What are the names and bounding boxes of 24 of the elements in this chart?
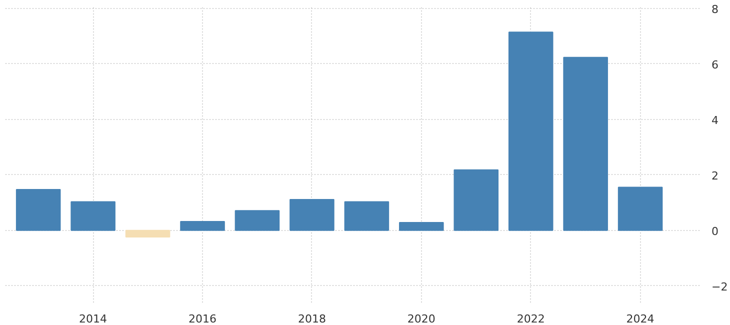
y-tick-label: 6 <box>712 58 718 72</box>
bar <box>454 169 499 231</box>
bar <box>180 220 225 231</box>
bar <box>16 189 61 231</box>
x-tick-label: 2018 <box>298 312 326 325</box>
bar <box>563 56 608 231</box>
x-tick-label: 2024 <box>626 312 654 325</box>
x-tick-label: 2014 <box>79 312 108 325</box>
y-tick-label: −2 <box>712 280 728 294</box>
y-tick-label: 4 <box>712 114 718 127</box>
y-tick-label: 0 <box>712 224 718 238</box>
bar <box>290 199 334 231</box>
x-tick-label: 2022 <box>516 312 545 325</box>
x-tick-label: 2016 <box>188 312 217 325</box>
bar <box>618 186 663 231</box>
bar <box>234 210 280 231</box>
x-tick-label: 2020 <box>407 312 436 325</box>
bar <box>508 32 554 231</box>
y-tick-label: 8 <box>712 2 718 16</box>
bar <box>70 201 116 231</box>
bar <box>399 222 444 231</box>
bar <box>125 230 170 238</box>
y-tick-label: 2 <box>712 169 718 182</box>
bar <box>344 201 390 231</box>
